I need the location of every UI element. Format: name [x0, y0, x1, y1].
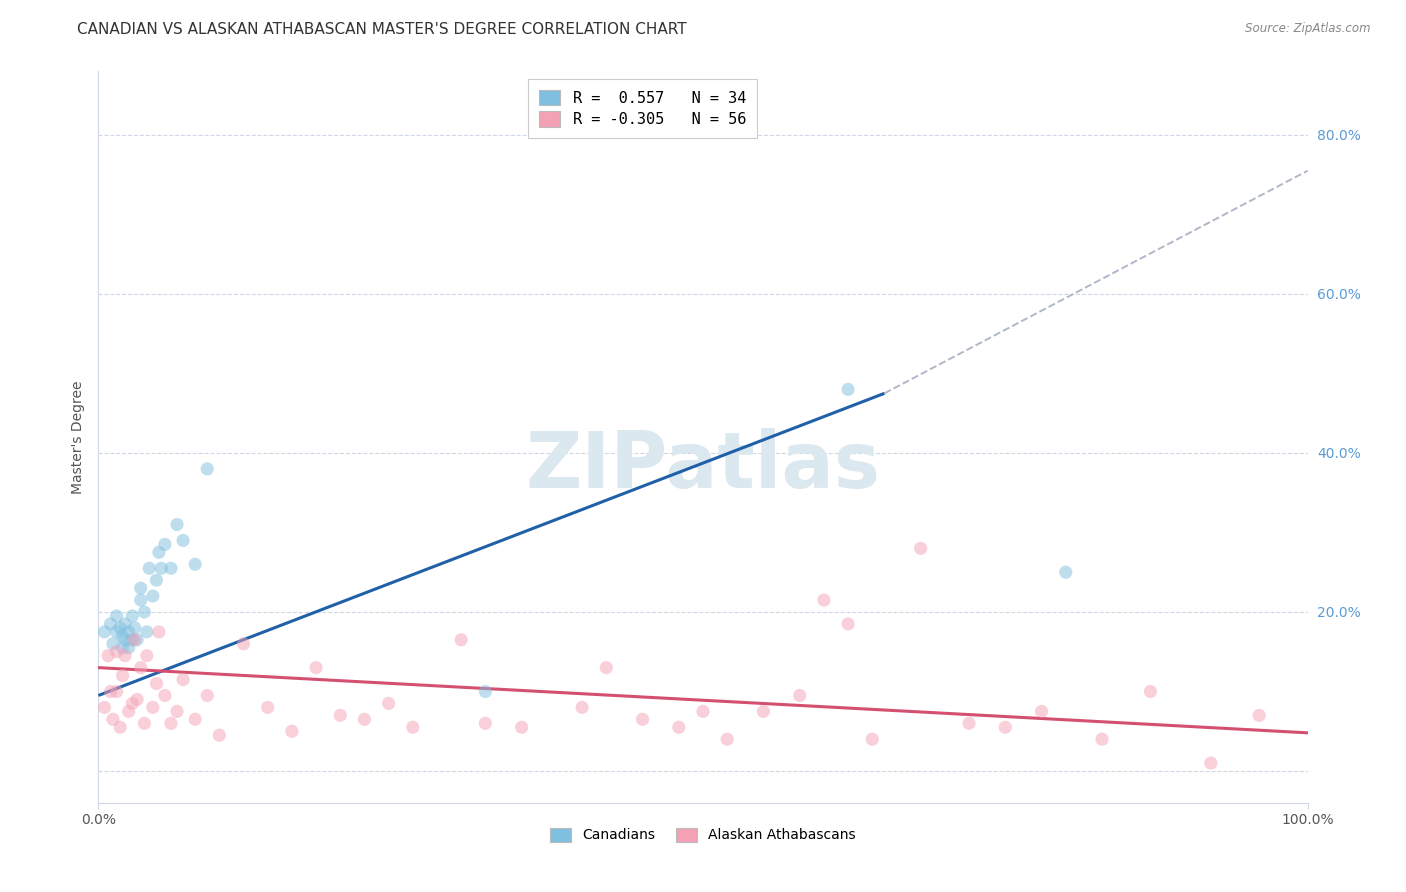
Point — [135, 624, 157, 639]
Point — [124, 621, 146, 635]
Point — [111, 640, 134, 655]
Point — [1054, 566, 1077, 580]
Point — [118, 624, 141, 639]
Point — [134, 605, 156, 619]
Point — [118, 640, 141, 655]
Point — [166, 517, 188, 532]
Point — [329, 708, 352, 723]
Point — [474, 684, 496, 698]
Point — [105, 624, 128, 639]
Point — [172, 673, 194, 687]
Point — [114, 632, 136, 647]
Point — [208, 728, 231, 742]
Point — [1139, 684, 1161, 698]
Point — [114, 616, 136, 631]
Point — [134, 716, 156, 731]
Point — [135, 648, 157, 663]
Point — [138, 561, 160, 575]
Point — [111, 668, 134, 682]
Point — [837, 383, 859, 397]
Point — [100, 616, 122, 631]
Text: CANADIAN VS ALASKAN ATHABASCAN MASTER'S DEGREE CORRELATION CHART: CANADIAN VS ALASKAN ATHABASCAN MASTER'S … — [77, 22, 688, 37]
Point — [994, 720, 1017, 734]
Point — [121, 697, 143, 711]
Point — [195, 689, 218, 703]
Point — [377, 697, 399, 711]
Point — [100, 684, 122, 698]
Point — [668, 720, 690, 734]
Point — [121, 609, 143, 624]
Point — [1199, 756, 1222, 770]
Point — [97, 648, 120, 663]
Point — [129, 660, 152, 674]
Point — [93, 700, 115, 714]
Point — [145, 573, 167, 587]
Point — [1091, 732, 1114, 747]
Point — [450, 632, 472, 647]
Point — [105, 609, 128, 624]
Point — [716, 732, 738, 747]
Point — [129, 593, 152, 607]
Point — [142, 700, 165, 714]
Point — [957, 716, 980, 731]
Point — [127, 632, 149, 647]
Point — [692, 705, 714, 719]
Point — [105, 684, 128, 698]
Point — [1249, 708, 1271, 723]
Point — [148, 545, 170, 559]
Point — [101, 712, 124, 726]
Text: Source: ZipAtlas.com: Source: ZipAtlas.com — [1246, 22, 1371, 36]
Point — [101, 637, 124, 651]
Point — [150, 561, 173, 575]
Y-axis label: Master's Degree: Master's Degree — [72, 380, 86, 494]
Point — [145, 676, 167, 690]
Point — [172, 533, 194, 548]
Point — [108, 720, 131, 734]
Point — [281, 724, 304, 739]
Point — [127, 692, 149, 706]
Point — [124, 632, 146, 647]
Point — [631, 712, 654, 726]
Point — [105, 645, 128, 659]
Point — [153, 689, 176, 703]
Point — [353, 712, 375, 726]
Point — [305, 660, 328, 674]
Point — [232, 637, 254, 651]
Point — [571, 700, 593, 714]
Point — [510, 720, 533, 734]
Point — [129, 581, 152, 595]
Point — [402, 720, 425, 734]
Point — [160, 716, 183, 731]
Point — [148, 624, 170, 639]
Point — [595, 660, 617, 674]
Point — [813, 593, 835, 607]
Text: ZIPatlas: ZIPatlas — [526, 428, 880, 504]
Point — [142, 589, 165, 603]
Point — [184, 558, 207, 572]
Point — [1031, 705, 1053, 719]
Point — [93, 624, 115, 639]
Point — [108, 621, 131, 635]
Point — [160, 561, 183, 575]
Point — [860, 732, 883, 747]
Point — [837, 616, 859, 631]
Point — [910, 541, 932, 556]
Point — [474, 716, 496, 731]
Point — [118, 705, 141, 719]
Point — [752, 705, 775, 719]
Point — [256, 700, 278, 714]
Point — [121, 632, 143, 647]
Point — [195, 462, 218, 476]
Point — [789, 689, 811, 703]
Point — [184, 712, 207, 726]
Legend: Canadians, Alaskan Athabascans: Canadians, Alaskan Athabascans — [541, 819, 865, 851]
Point — [166, 705, 188, 719]
Point — [153, 537, 176, 551]
Point — [114, 648, 136, 663]
Point — [111, 629, 134, 643]
